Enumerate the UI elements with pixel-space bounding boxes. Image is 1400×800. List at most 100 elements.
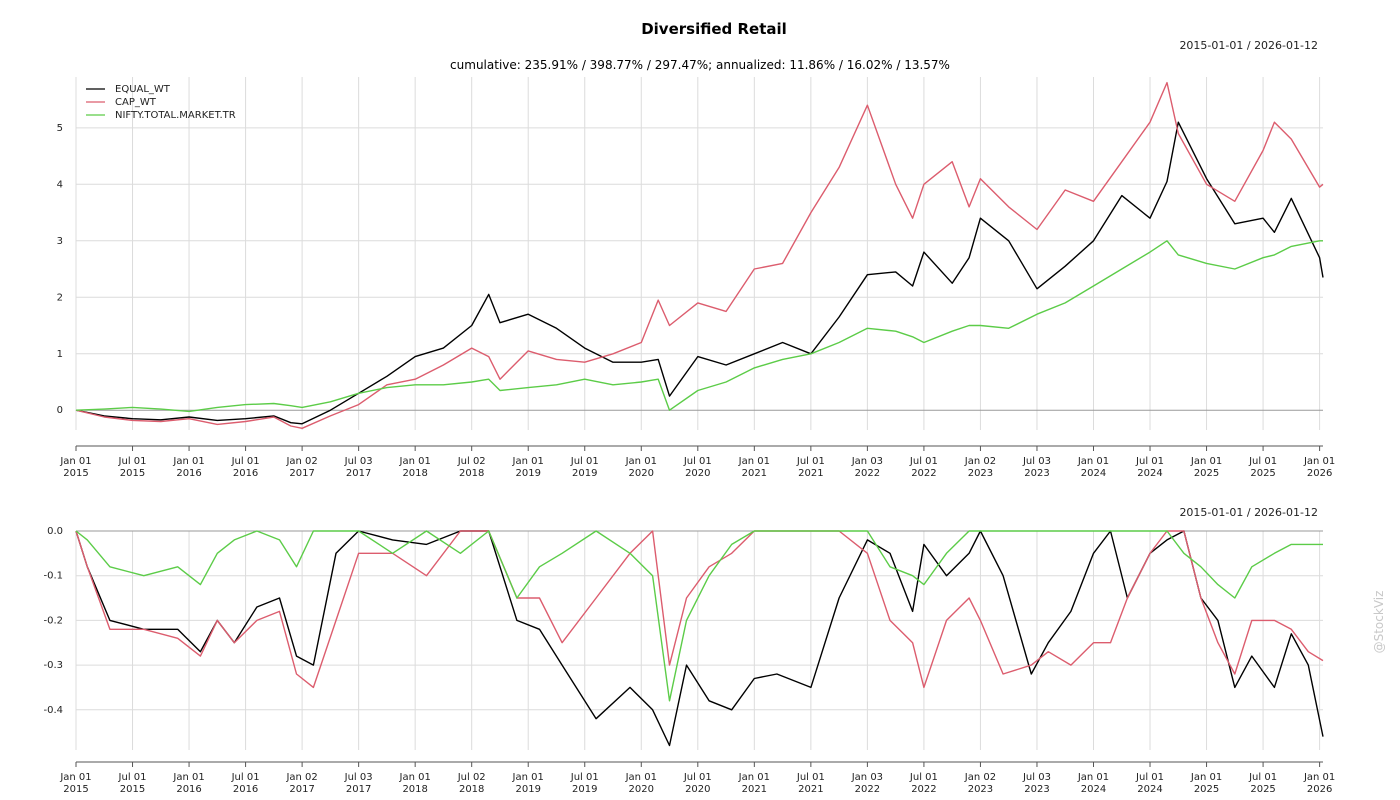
x-tick-label-date: Jul 01 bbox=[1135, 456, 1164, 467]
x-tick-label-year: 2021 bbox=[742, 784, 767, 795]
y-tick-label: -0.4 bbox=[43, 705, 63, 716]
x-tick-label-date: Jan 01 bbox=[59, 456, 91, 467]
x-tick-label-year: 2018 bbox=[402, 784, 427, 795]
x-tick-label-date: Jan 01 bbox=[172, 772, 204, 783]
x-tick-label-date: Jul 01 bbox=[1135, 772, 1164, 783]
x-tick-label-year: 2015 bbox=[120, 784, 145, 795]
x-tick-label-year: 2017 bbox=[289, 468, 314, 479]
x-tick-label-date: Jul 01 bbox=[118, 456, 147, 467]
x-tick-label-year: 2026 bbox=[1307, 784, 1332, 795]
x-tick-label-date: Jan 01 bbox=[625, 456, 657, 467]
y-tick-label: -0.1 bbox=[43, 571, 63, 582]
y-tick-label: 0 bbox=[57, 405, 63, 416]
x-tick-label-year: 2020 bbox=[685, 784, 710, 795]
x-tick-label-date: Jan 01 bbox=[512, 456, 544, 467]
x-tick-label-date: Jan 01 bbox=[512, 772, 544, 783]
legend-label: CAP_WT bbox=[115, 97, 157, 108]
chart-subtitle: cumulative: 235.91% / 398.77% / 297.47%;… bbox=[450, 58, 950, 72]
x-tick-label-year: 2021 bbox=[742, 468, 767, 479]
x-tick-label-year: 2025 bbox=[1250, 468, 1275, 479]
x-tick-label-date: Jul 01 bbox=[1248, 772, 1277, 783]
x-tick-label-date: Jan 01 bbox=[1190, 772, 1222, 783]
x-tick-label-year: 2021 bbox=[798, 468, 823, 479]
legend: EQUAL_WT CAP_WT NIFTY.TOTAL.MARKET.TR bbox=[86, 84, 236, 121]
x-tick-label-year: 2018 bbox=[402, 468, 427, 479]
series-line-nifty-total-market-tr bbox=[75, 240, 1323, 413]
y-tick-label: 0.0 bbox=[47, 526, 63, 537]
x-tick-label-date: Jan 01 bbox=[1077, 456, 1109, 467]
x-tick-label-year: 2023 bbox=[1024, 468, 1049, 479]
x-tick-label-year: 2015 bbox=[63, 784, 88, 795]
x-tick-label-date: Jul 03 bbox=[344, 772, 373, 783]
x-tick-label-year: 2021 bbox=[798, 784, 823, 795]
x-tick-label-year: 2020 bbox=[629, 784, 654, 795]
x-tick-label-year: 2022 bbox=[855, 784, 880, 795]
x-tick-label-date: Jul 03 bbox=[344, 456, 373, 467]
x-tick-label-date: Jan 01 bbox=[172, 456, 204, 467]
x-tick-label-date: Jul 01 bbox=[796, 456, 825, 467]
x-tick-label-year: 2024 bbox=[1081, 468, 1106, 479]
x-tick-label-date: Jul 01 bbox=[570, 772, 599, 783]
series-line-equal-wt bbox=[75, 121, 1324, 425]
x-tick-label-date: Jul 01 bbox=[1248, 456, 1277, 467]
x-tick-label-year: 2017 bbox=[346, 468, 371, 479]
x-tick-label-date: Jul 03 bbox=[1022, 772, 1051, 783]
x-tick-label-date: Jul 01 bbox=[570, 456, 599, 467]
x-tick-label-year: 2016 bbox=[176, 784, 201, 795]
x-tick-label-date: Jan 01 bbox=[738, 456, 770, 467]
x-tick-label-year: 2016 bbox=[176, 468, 201, 479]
series-line-cap-wt bbox=[75, 530, 1324, 689]
x-tick-label-year: 2015 bbox=[63, 468, 88, 479]
x-tick-label-date: Jan 01 bbox=[1303, 772, 1335, 783]
x-tick-label-date: Jan 02 bbox=[285, 772, 317, 783]
x-tick-label-date: Jul 01 bbox=[683, 456, 712, 467]
x-tick-label-year: 2019 bbox=[515, 468, 540, 479]
x-tick-label-date: Jul 01 bbox=[683, 772, 712, 783]
watermark: @StockViz bbox=[1372, 591, 1386, 654]
x-tick-label-year: 2016 bbox=[233, 468, 258, 479]
x-tick-label-year: 2020 bbox=[629, 468, 654, 479]
series-line-cap-wt bbox=[75, 81, 1324, 429]
x-tick-label-date: Jan 01 bbox=[399, 456, 431, 467]
x-tick-label-date: Jan 02 bbox=[964, 456, 996, 467]
x-tick-label-year: 2025 bbox=[1194, 468, 1219, 479]
y-tick-label: -0.2 bbox=[43, 615, 63, 626]
x-tick-label-year: 2022 bbox=[911, 468, 936, 479]
x-tick-label-year: 2025 bbox=[1194, 784, 1219, 795]
x-tick-label-date: Jul 02 bbox=[457, 456, 486, 467]
chart-title: Diversified Retail bbox=[641, 20, 787, 38]
x-tick-label-date: Jul 03 bbox=[1022, 456, 1051, 467]
date-range-top: 2015-01-01 / 2026-01-12 bbox=[1179, 39, 1318, 52]
x-tick-label-date: Jan 01 bbox=[625, 772, 657, 783]
x-tick-label-year: 2018 bbox=[459, 784, 484, 795]
x-tick-label-date: Jan 01 bbox=[399, 772, 431, 783]
x-tick-label-date: Jan 01 bbox=[59, 772, 91, 783]
x-tick-label-year: 2022 bbox=[855, 468, 880, 479]
x-tick-label-date: Jan 01 bbox=[1077, 772, 1109, 783]
x-tick-label-year: 2015 bbox=[120, 468, 145, 479]
x-tick-label-year: 2022 bbox=[911, 784, 936, 795]
x-tick-label-date: Jul 01 bbox=[231, 772, 260, 783]
x-tick-label-year: 2020 bbox=[685, 468, 710, 479]
x-tick-label-date: Jan 01 bbox=[1303, 456, 1335, 467]
x-tick-label-year: 2024 bbox=[1137, 784, 1162, 795]
date-range-bottom: 2015-01-01 / 2026-01-12 bbox=[1179, 506, 1318, 519]
x-tick-label-year: 2023 bbox=[968, 784, 993, 795]
x-tick-label-year: 2019 bbox=[515, 784, 540, 795]
x-tick-label-year: 2026 bbox=[1307, 468, 1332, 479]
x-tick-label-year: 2019 bbox=[572, 468, 597, 479]
y-tick-label: 4 bbox=[57, 179, 63, 190]
x-tick-label-year: 2023 bbox=[1024, 784, 1049, 795]
x-tick-label-year: 2023 bbox=[968, 468, 993, 479]
y-tick-label: 1 bbox=[57, 349, 63, 360]
x-tick-label-date: Jan 02 bbox=[964, 772, 996, 783]
x-tick-label-date: Jan 01 bbox=[738, 772, 770, 783]
series-line-nifty-total-market-tr bbox=[75, 530, 1323, 702]
x-tick-label-date: Jul 02 bbox=[457, 772, 486, 783]
y-tick-label: 2 bbox=[57, 292, 63, 303]
x-tick-label-year: 2024 bbox=[1081, 784, 1106, 795]
x-tick-label-year: 2025 bbox=[1250, 784, 1275, 795]
